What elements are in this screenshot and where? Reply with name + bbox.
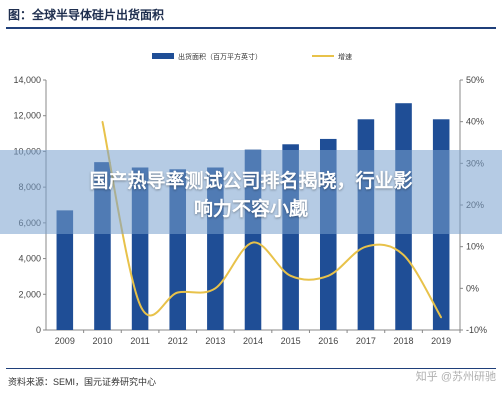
x-tick-label: 2016 [318, 336, 338, 346]
x-tick-label: 2013 [205, 336, 225, 346]
growth-point [289, 275, 292, 277]
growth-point [139, 304, 141, 306]
left-tick-label: 4,000 [18, 254, 41, 264]
growth-point [365, 245, 367, 248]
legend-bar-swatch [152, 53, 174, 59]
growth-point [252, 241, 254, 244]
x-tick-label: 2019 [431, 336, 451, 346]
x-tick-label: 2011 [130, 336, 149, 346]
bar-2009 [56, 210, 74, 330]
x-tick-label: 2015 [281, 336, 301, 346]
x-tick-label: 2018 [394, 336, 414, 346]
growth-point [402, 254, 405, 256]
figure-title: 图：全球半导体硅片出货面积 [8, 8, 165, 22]
growth-point [327, 275, 330, 277]
headline-banner [0, 150, 502, 234]
title-divider [6, 27, 496, 29]
x-tick-label: 2010 [92, 336, 112, 346]
footer-divider [6, 368, 496, 369]
left-tick-label: 12,000 [13, 111, 41, 121]
growth-point [101, 120, 104, 123]
growth-point [214, 287, 217, 290]
headline-text[interactable]: 国产热导率测试公司排名揭晓，行业影 响力不容小觑 [20, 168, 482, 224]
left-tick-label: 14,000 [13, 75, 41, 85]
watermark: 知乎 @苏州研驰 [415, 371, 496, 383]
right-tick-label: 10% [466, 242, 484, 252]
left-tick-label: 0 [36, 325, 41, 335]
growth-point [176, 291, 179, 294]
legend-bar-label: 出货面积（百万平方英寸） [178, 52, 262, 61]
growth-point [440, 316, 442, 319]
headline-line-2: 响力不容小觑 [193, 199, 308, 220]
right-tick-label: 40% [466, 117, 484, 127]
x-tick-label: 2014 [243, 336, 263, 346]
left-tick-label: 2,000 [18, 289, 41, 299]
headline-line-1: 国产热导率测试公司排名揭晓，行业影 [89, 171, 413, 192]
legend-line-label: 增速 [338, 52, 352, 61]
x-tick-label: 2012 [168, 336, 188, 346]
source-note: 资料来源：SEMI，国元证券研究中心 [8, 377, 157, 387]
right-tick-label: 0% [466, 283, 479, 293]
right-tick-label: 50% [466, 75, 484, 85]
right-tick-label: -10% [466, 325, 487, 335]
chart-legend: 出货面积（百万平方英寸） 增速 [152, 52, 352, 61]
x-tick-label: 2009 [55, 336, 75, 346]
x-tick-label: 2017 [356, 336, 376, 346]
